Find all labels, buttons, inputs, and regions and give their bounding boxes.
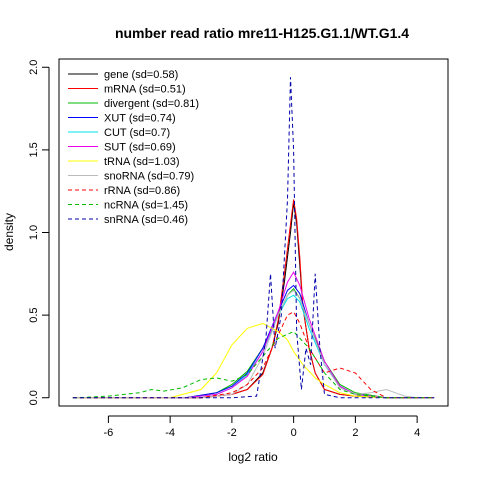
legend-label: CUT (sd=0.7) [104, 127, 170, 139]
series-line-snrna [72, 77, 435, 399]
x-tick-label: 4 [414, 427, 420, 439]
x-tick-label: -2 [227, 427, 237, 439]
x-tick-label: 0 [291, 427, 297, 439]
legend-label: gene (sd=0.58) [104, 69, 178, 81]
legend-label: rRNA (sd=0.86) [104, 185, 180, 197]
legend: gene (sd=0.58) mRNA (sd=0.51) divergent (s… [68, 69, 199, 226]
legend-label: SUT (sd=0.69) [104, 142, 176, 154]
legend-label: tRNA (sd=1.03) [104, 156, 180, 168]
legend-label: snoRNA (sd=0.79) [104, 171, 194, 183]
x-tick-label: 2 [352, 427, 358, 439]
series-line-mrna [72, 199, 435, 399]
series-line-rrna [72, 311, 435, 399]
x-axis-label: log2 ratio [228, 450, 278, 464]
y-tick-label: 0.0 [28, 390, 40, 405]
x-axis: -6 -4 -2 0 2 4 [104, 415, 420, 439]
legend-label: snRNA (sd=0.46) [104, 214, 188, 226]
series-line-sut [72, 271, 435, 399]
legend-label: divergent (sd=0.81) [104, 98, 199, 110]
plot-frame [58, 58, 449, 407]
series-line-divergent [72, 287, 435, 399]
x-tick-label: -4 [165, 427, 175, 439]
chart-title: number read ratio mre11-H125.G1.1/WT.G1.… [115, 25, 409, 41]
y-tick-label: 1.0 [28, 225, 40, 240]
y-tick-label: 2.0 [28, 60, 40, 75]
legend-label: mRNA (sd=0.51) [104, 84, 186, 96]
y-axis-label: density [2, 213, 16, 251]
legend-label: ncRNA (sd=1.45) [104, 200, 188, 212]
y-tick-label: 0.5 [28, 307, 40, 322]
legend-label: XUT (sd=0.74) [104, 113, 176, 125]
x-tick-label: -6 [104, 427, 114, 439]
y-tick-label: 1.5 [28, 142, 40, 157]
series-layer [72, 77, 435, 399]
series-line-ncrna [72, 331, 435, 399]
y-axis: 0.0 0.5 1.0 1.5 2.0 [28, 60, 50, 405]
